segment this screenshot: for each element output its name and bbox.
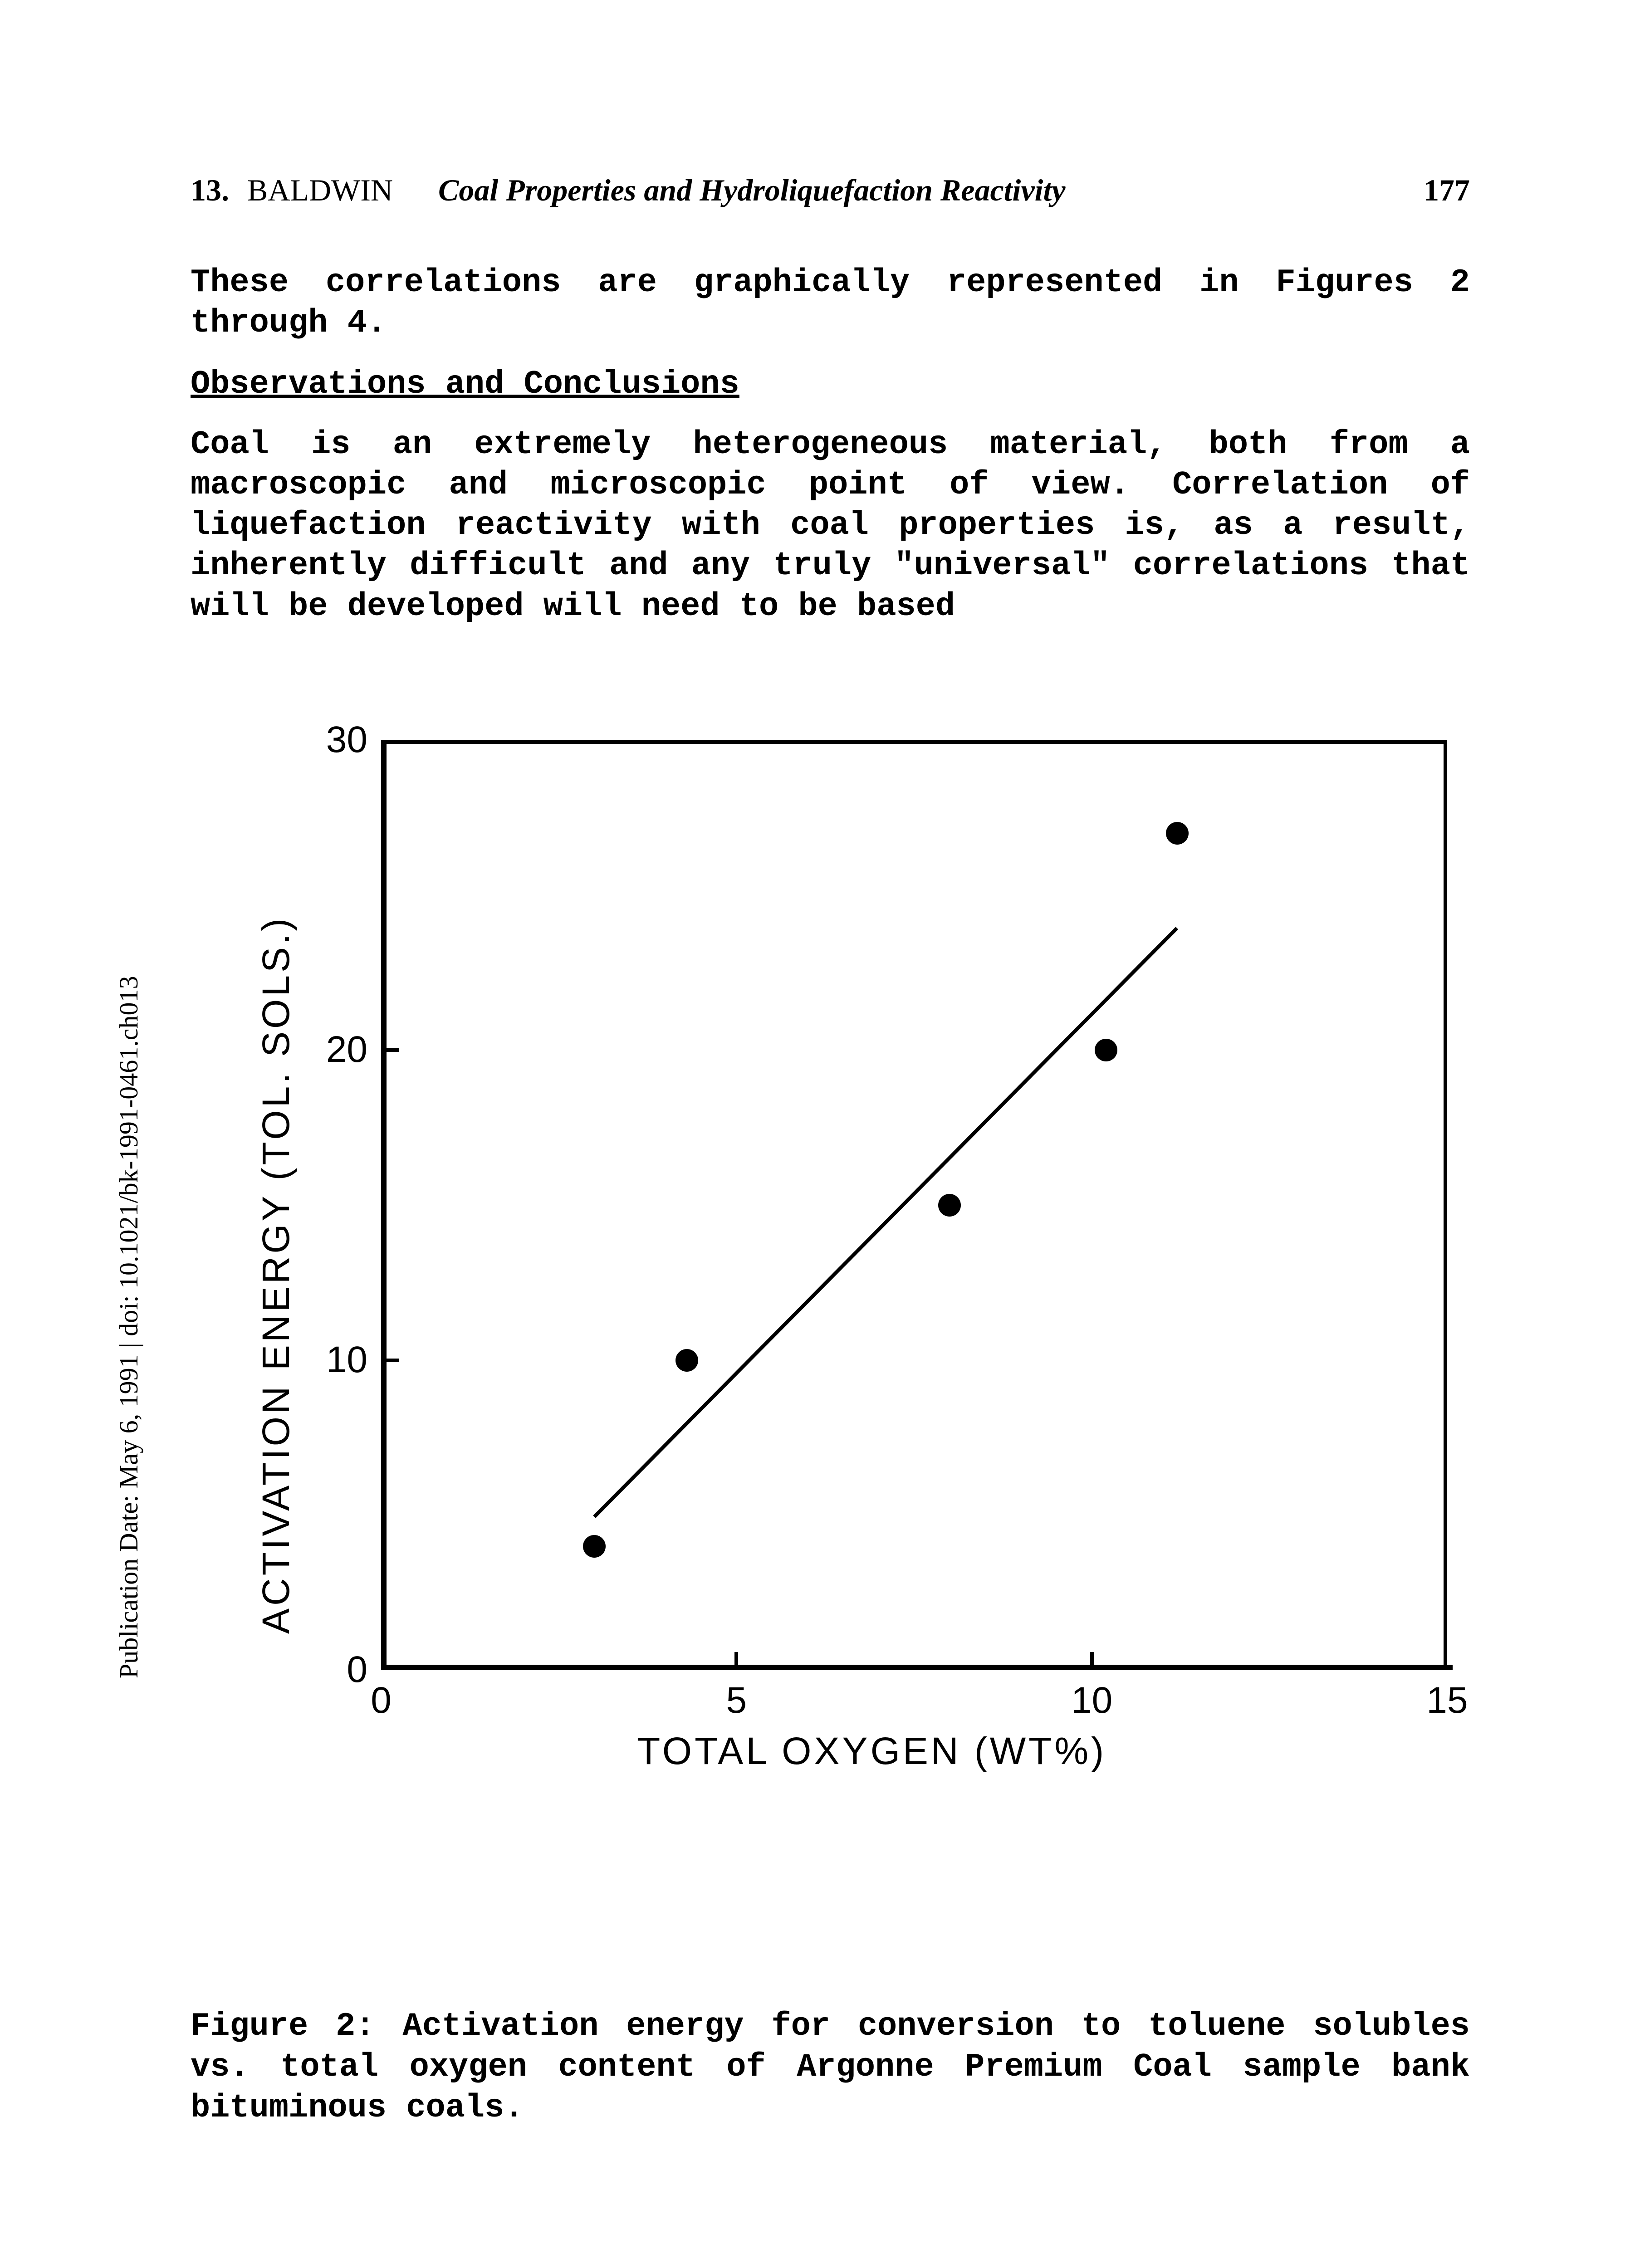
data-point <box>583 1535 606 1558</box>
data-point <box>1095 1039 1117 1061</box>
chapter-number: 13. <box>191 172 229 208</box>
y-tick-label: 10 <box>304 1339 367 1381</box>
author-name: BALDWIN <box>247 172 393 208</box>
y-tick-label: 30 <box>304 719 367 761</box>
data-point <box>938 1194 961 1217</box>
x-tick <box>734 1652 738 1670</box>
figure-2: 0102030051015ACTIVATION ENERGY (TOL. SOL… <box>191 727 1470 1951</box>
y-tick <box>381 1048 399 1052</box>
y-tick-label: 20 <box>304 1028 367 1071</box>
x-tick-label: 5 <box>700 1679 773 1722</box>
sidebar-citation: Publication Date: May 6, 1991 | doi: 10.… <box>113 976 144 1678</box>
x-tick-label: 10 <box>1056 1679 1128 1722</box>
intro-paragraph: These correlations are graphically repre… <box>191 263 1470 344</box>
section-heading: Observations and Conclusions <box>191 366 1470 403</box>
header-left: 13. BALDWIN Coal Properties and Hydroliq… <box>191 172 1066 208</box>
data-point <box>1166 822 1189 845</box>
x-tick-label: 15 <box>1411 1679 1483 1722</box>
y-axis-label: ACTIVATION ENERGY (TOL. SOLS.) <box>254 915 298 1633</box>
x-axis-label: TOTAL OXYGEN (WT%) <box>637 1729 1106 1773</box>
y-tick <box>381 1359 399 1362</box>
plot-area <box>381 740 1447 1670</box>
x-axis-line <box>381 1665 1453 1670</box>
page-content: 13. BALDWIN Coal Properties and Hydroliq… <box>191 172 1470 2128</box>
figure-caption: Figure 2: Activation energy for conversi… <box>191 2006 1470 2128</box>
data-point <box>676 1349 698 1372</box>
x-tick-label: 0 <box>345 1679 417 1722</box>
chapter-title: Coal Properties and Hydroliquefaction Re… <box>438 172 1066 208</box>
running-header: 13. BALDWIN Coal Properties and Hydroliq… <box>191 172 1470 208</box>
x-tick <box>1090 1652 1094 1670</box>
body-paragraph: Coal is an extremely heterogeneous mater… <box>191 425 1470 627</box>
y-axis-line <box>381 740 387 1670</box>
page-number: 177 <box>1424 172 1470 208</box>
